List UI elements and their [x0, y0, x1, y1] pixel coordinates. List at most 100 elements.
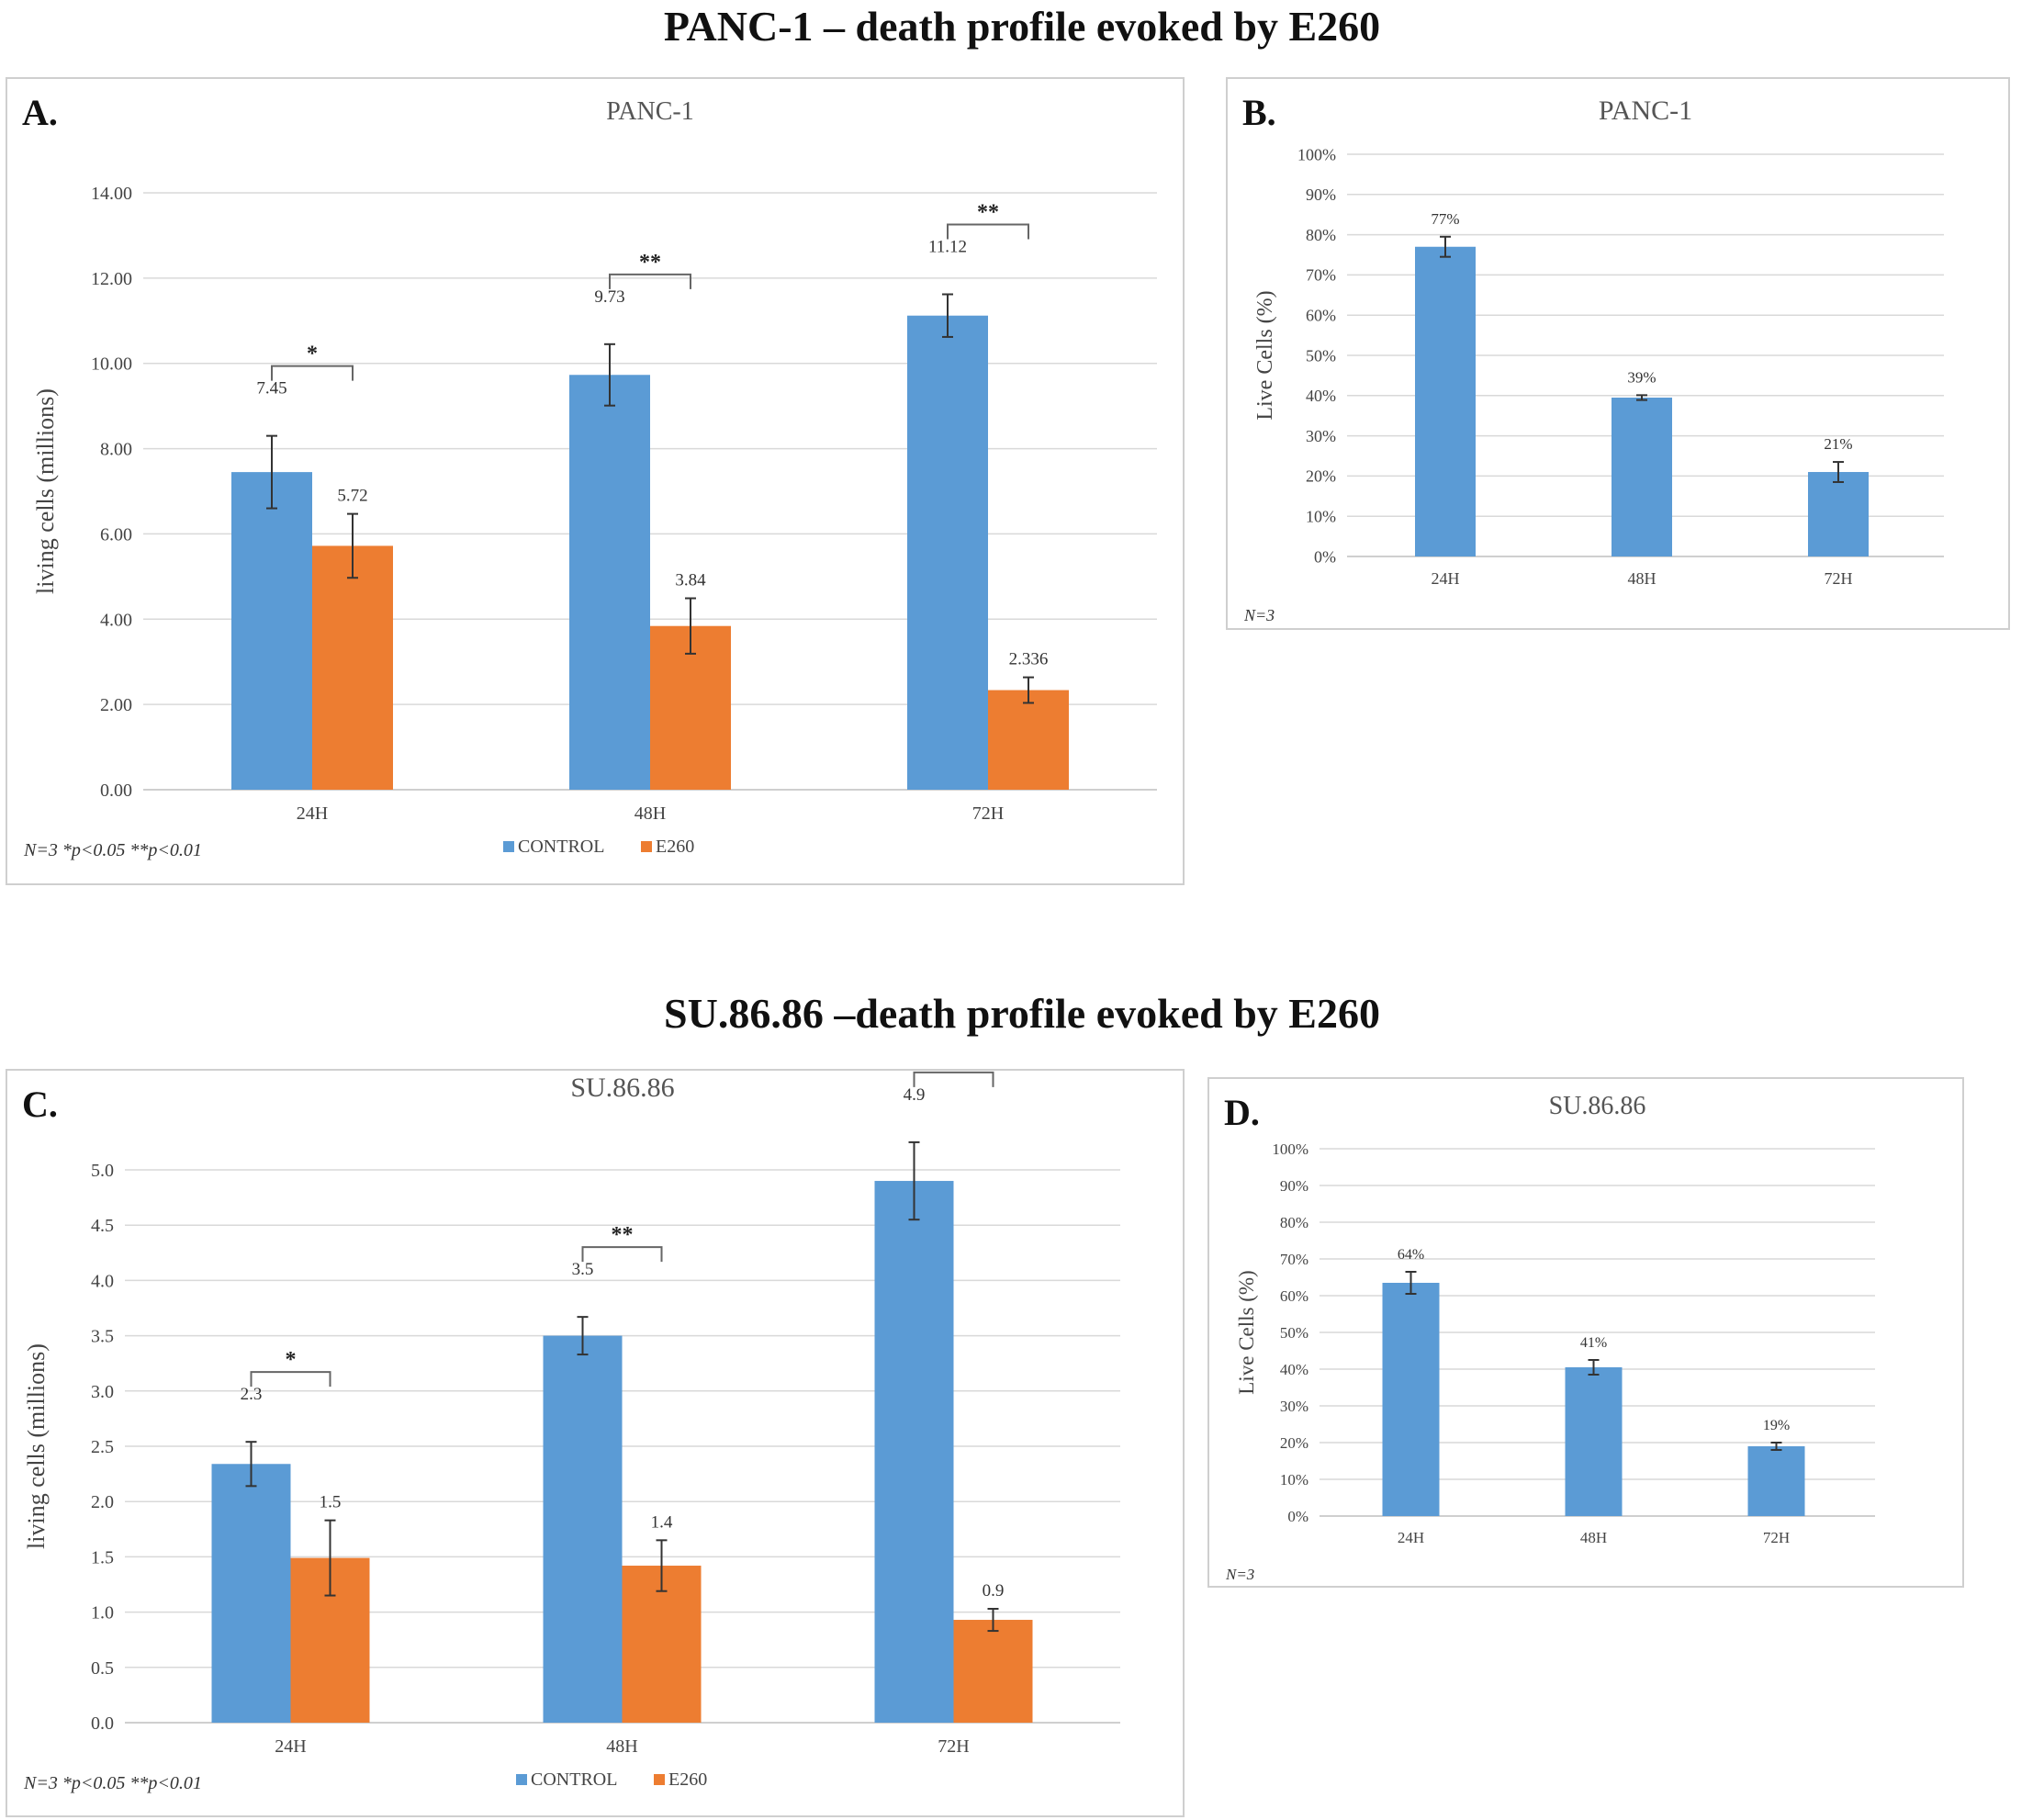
y-tick-label: 1.0	[91, 1603, 114, 1623]
panel-a: A. PANC-1 0.00 2.00 4.00 6.00 8.00 10.00 12.00 14…	[6, 77, 1185, 885]
data-label: 39%	[1627, 368, 1656, 386]
x-tick-label: 24H	[297, 803, 328, 824]
y-tick-label: 0%	[1287, 1508, 1308, 1525]
y-tick-label: 3.0	[91, 1382, 114, 1402]
y-axis-label: Live Cells (%)	[1253, 290, 1277, 420]
chart-c: C. SU.86.86 0.0 0.5 1.0 1.5 2.0 2.5 3.0 3.5 4.0 4.5…	[22, 1049, 1120, 1793]
y-axis-label: living cells (millions)	[23, 1343, 50, 1549]
y-tick-label: 40%	[1280, 1361, 1308, 1378]
legend-swatch	[503, 841, 514, 852]
data-label: 41%	[1580, 1335, 1607, 1351]
data-label: 77%	[1431, 210, 1459, 228]
y-tick-label: 80%	[1280, 1214, 1308, 1231]
y-tick-label: 0.0	[91, 1713, 114, 1734]
x-tick-label: 48H	[606, 1736, 637, 1757]
x-tick-label: 24H	[1432, 569, 1460, 588]
y-tick-label: 90%	[1306, 185, 1336, 204]
bar-live-cells	[1808, 472, 1869, 556]
data-label: 2.336	[1009, 650, 1049, 669]
chart-title: SU.86.86	[1549, 1092, 1646, 1120]
footnote: N=3	[1225, 1566, 1254, 1583]
y-tick-label: 10%	[1306, 508, 1336, 526]
y-tick-label: 30%	[1280, 1398, 1308, 1415]
y-tick-label: 0.00	[100, 781, 132, 801]
legend-swatch	[516, 1774, 527, 1785]
chart-d: D. SU.86.86 0% 10% 20% 30% 40% 50% 60% 70% 80% 90% 1…	[1224, 1092, 1875, 1583]
y-tick-label: 8.00	[100, 440, 132, 460]
y-tick-label: 0%	[1314, 547, 1336, 566]
y-tick-label: 30%	[1306, 427, 1336, 445]
y-tick-label: 20%	[1306, 467, 1336, 486]
y-tick-label: 80%	[1306, 226, 1336, 244]
panel-letter: A.	[22, 92, 58, 133]
bar-control	[211, 1464, 291, 1723]
data-label: 64%	[1398, 1247, 1424, 1263]
y-tick-label: 20%	[1280, 1434, 1308, 1452]
footnote: N=3	[1243, 606, 1275, 624]
y-tick-label: 40%	[1306, 387, 1336, 405]
legend-swatch	[641, 841, 652, 852]
legend-label: CONTROL	[531, 1769, 617, 1790]
bar-control	[543, 1335, 623, 1723]
x-tick-label: 48H	[1628, 569, 1657, 588]
bottom-section-title: SU.86.86 –death profile evoked by E260	[664, 990, 1380, 1037]
y-tick-label: 50%	[1306, 346, 1336, 365]
bar-live-cells	[1415, 246, 1476, 556]
data-label: 7.45	[256, 379, 286, 399]
y-tick-label: 12.00	[91, 269, 132, 289]
y-tick-label: 4.00	[100, 610, 132, 630]
data-label: 11.12	[928, 238, 967, 257]
legend-label: E260	[668, 1769, 707, 1790]
data-label: 19%	[1763, 1418, 1790, 1433]
y-tick-label: 50%	[1280, 1324, 1308, 1342]
x-tick-label: 24H	[275, 1736, 306, 1757]
significance-marker: **	[612, 1223, 634, 1247]
significance-marker: *	[307, 343, 318, 366]
panel-d: D. SU.86.86 0% 10% 20% 30% 40% 50% 60% 70% 80% 90% 1…	[1207, 1077, 1964, 1588]
y-tick-label: 70%	[1280, 1251, 1308, 1268]
top-section-title: PANC-1 – death profile evoked by E260	[663, 3, 1381, 50]
y-axis-label: living cells (millions)	[32, 388, 59, 594]
bar-e260	[312, 545, 393, 790]
y-tick-label: 4.5	[91, 1216, 114, 1236]
y-tick-label: 0.5	[91, 1658, 114, 1679]
significance-marker: **	[639, 251, 661, 275]
bar-live-cells	[1612, 397, 1672, 556]
bar-control	[874, 1181, 954, 1723]
bar-live-cells	[1747, 1446, 1805, 1516]
y-tick-label: 100%	[1272, 1140, 1308, 1158]
chart-title: PANC-1	[606, 97, 693, 126]
data-label: 21%	[1824, 435, 1852, 453]
chart-a: A. PANC-1 0.00 2.00 4.00 6.00 8.00 10.00 12.00 14…	[22, 92, 1157, 860]
y-tick-label: 5.0	[91, 1161, 114, 1181]
x-tick-label: 48H	[1580, 1529, 1607, 1546]
data-label: 3.5	[572, 1260, 594, 1279]
legend-label: CONTROL	[518, 837, 604, 857]
y-tick-label: 100%	[1297, 145, 1336, 163]
y-tick-label: 6.00	[100, 524, 132, 545]
y-tick-label: 1.5	[91, 1547, 114, 1567]
panel-c: C. SU.86.86 0.0 0.5 1.0 1.5 2.0 2.5 3.0 3.5 4.0 4.5…	[6, 1049, 1185, 1817]
x-tick-label: 72H	[1825, 569, 1853, 588]
significance-marker: **	[977, 201, 999, 225]
x-tick-label: 72H	[972, 803, 1004, 824]
y-tick-label: 60%	[1280, 1287, 1308, 1305]
data-label: 5.72	[337, 487, 367, 506]
significance-bracket	[913, 1071, 994, 1087]
y-tick-label: 14.00	[91, 184, 132, 204]
y-tick-label: 10%	[1280, 1471, 1308, 1489]
x-tick-label: 72H	[938, 1736, 969, 1757]
legend-swatch	[654, 1774, 665, 1785]
panel-b: B. PANC-1 0% 10% 20% 30% 40% 50% 60% 70% 80% 90% 100…	[1226, 77, 2010, 630]
bar-control	[231, 472, 312, 790]
panel-letter: B.	[1242, 92, 1276, 133]
chart-b: B. PANC-1 0% 10% 20% 30% 40% 50% 60% 70% 80% 90% 100…	[1242, 92, 1944, 624]
footnote: N=3 *p<0.05 **p<0.01	[23, 1773, 202, 1793]
significance-bracket	[609, 273, 691, 289]
x-tick-label: 48H	[635, 803, 666, 824]
y-tick-label: 70%	[1306, 266, 1336, 285]
x-tick-label: 72H	[1763, 1529, 1790, 1546]
bar-control	[569, 375, 650, 790]
y-tick-label: 90%	[1280, 1177, 1308, 1195]
bar-e260	[988, 690, 1069, 790]
